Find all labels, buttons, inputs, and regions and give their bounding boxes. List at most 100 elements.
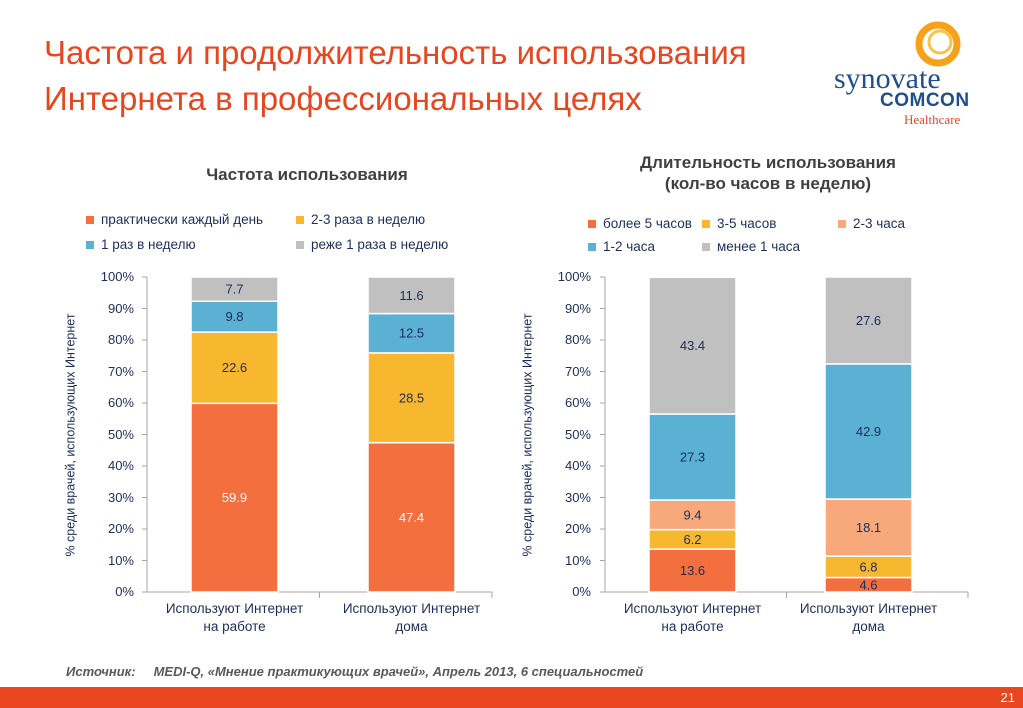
chart1-data-label: 11.6 — [399, 288, 423, 303]
chart1-legend-label: 1 раз в неделю — [101, 237, 196, 252]
chart2-legend-label: более 5 часов — [603, 216, 692, 231]
chart2-data-label: 43.4 — [680, 338, 705, 353]
chart2-legend-label: 2-3 часа — [853, 216, 906, 231]
chart1-data-label: 28.5 — [399, 390, 424, 405]
chart2-legend-swatch — [702, 242, 710, 251]
page-number: 21 — [1000, 690, 1015, 705]
chart2-y-tick: 100% — [557, 269, 591, 284]
chart2-data-label: 18.1 — [856, 520, 881, 535]
chart1-y-tick: 80% — [107, 332, 134, 347]
chart2-data-label: 42.9 — [856, 424, 881, 439]
chart1-legend-swatch — [86, 240, 94, 249]
chart1-bar-segment — [190, 402, 279, 593]
chart1-legend-label: 2-3 раза в неделю — [311, 212, 426, 227]
chart1-y-tick: 30% — [107, 489, 134, 505]
chart2-data-label: 6.8 — [859, 559, 877, 574]
chart2-legend-swatch — [588, 242, 596, 251]
chart2-y-tick: 0% — [572, 584, 591, 599]
chart2-category-label: Используют Интернет дома — [799, 601, 938, 634]
chart2-legend-label: 3-5 часов — [717, 216, 777, 231]
chart2-y-tick: 60% — [564, 395, 591, 410]
chart2-legend-item: 3-5 часов — [702, 216, 776, 231]
chart2-y-tick: 90% — [564, 300, 591, 316]
chart2-data-label: 27.6 — [856, 313, 881, 328]
chart1-legend-item: 1 раз в неделю — [86, 237, 196, 252]
chart1-y-tick: 60% — [107, 395, 134, 410]
chart2-y-tick: 80% — [564, 332, 591, 347]
chart1-y-tick: 40% — [107, 458, 134, 473]
chart2-data-label: 13.6 — [680, 563, 705, 578]
chart2-title: Длительность использования (кол-во часов … — [640, 153, 896, 193]
chart2-legend-swatch — [702, 219, 710, 228]
synovate-comcon-logo: synovate COMCON Healthcare — [828, 18, 978, 128]
chart2-legend-label: менее 1 часа — [717, 239, 801, 254]
chart1-y-tick: 10% — [107, 552, 134, 568]
chart2-y-tick: 50% — [564, 426, 591, 442]
page-title-line-1: Частота и продолжительность использовани… — [44, 34, 747, 71]
chart2-legend-item: более 5 часов — [588, 216, 692, 231]
chart1-category-label: Используют Интернет на работе — [165, 601, 304, 634]
chart1-bar-segment — [367, 441, 456, 593]
chart2-y-axis-label: % среди врачей, использующих Интернет — [520, 312, 535, 557]
chart1-y-axis-label: % среди врачей, использующих Интернет — [63, 312, 78, 557]
chart2-legend-label: 1-2 часа — [603, 239, 656, 254]
chart2-bar-segment — [824, 276, 913, 365]
chart1-legend-item: 2-3 раза в неделю — [296, 212, 425, 227]
chart1-y-tick: 70% — [107, 363, 134, 379]
chart2-y-tick: 20% — [564, 521, 591, 536]
chart2-data-label: 27.3 — [680, 450, 705, 465]
chart2-data-label: 4.6 — [859, 577, 877, 592]
chart1-y-tick: 20% — [107, 521, 134, 536]
chart2-data-label: 6.2 — [683, 532, 701, 547]
chart1-bar-segment — [190, 276, 279, 303]
chart1-legend-swatch — [296, 240, 304, 249]
chart2-bar-segment — [648, 276, 737, 415]
source-text: MEDI-Q, «Мнение практикующих врачей», Ап… — [153, 664, 644, 679]
chart1-bar-segment — [367, 352, 456, 444]
chart1-title: Частота использования — [206, 165, 408, 184]
chart2-y-tick: 40% — [564, 458, 591, 473]
chart1-bar-segment — [367, 312, 456, 354]
chart1-category-label: Используют Интернет дома — [342, 601, 481, 634]
chart2-legend-item: менее 1 часа — [702, 239, 800, 254]
chart2-category-label: Используют Интернет на работе — [623, 601, 762, 634]
chart1-legend-item: практически каждый день — [86, 212, 263, 227]
chart1-y-tick: 90% — [107, 300, 134, 316]
source-note: Источник: MEDI-Q, «Мнение практикующих вр… — [66, 664, 661, 679]
chart1-data-label: 9.8 — [225, 309, 243, 324]
source-label: Источник: — [66, 664, 136, 679]
chart2-legend-swatch — [838, 219, 846, 228]
footer-bar: 21 — [0, 687, 1023, 708]
chart2-legend-swatch — [588, 219, 596, 228]
chart1-y-tick: 100% — [100, 269, 134, 284]
chart1-legend-label: реже 1 раза в неделю — [311, 237, 449, 252]
chart2-legend-item: 2-3 часа — [838, 216, 905, 231]
chart2-data-label: 9.4 — [683, 507, 701, 522]
chart1-legend-swatch — [296, 215, 304, 224]
chart2-bar-segment — [824, 498, 913, 557]
page-title-line-2: Интернета в профессиональных целях — [44, 80, 642, 117]
chart2-legend-item: 1-2 часа — [588, 239, 655, 254]
chart1-data-label: 7.7 — [225, 282, 243, 297]
chart1-data-label: 22.6 — [222, 360, 247, 375]
chart2-bar-segment — [648, 548, 737, 593]
chart1-data-label: 47.4 — [399, 510, 424, 525]
chart1-y-tick: 50% — [107, 426, 134, 442]
chart1-legend-item: реже 1 раза в неделю — [296, 237, 448, 252]
chart1-y-tick: 0% — [115, 584, 134, 599]
logo-sub: COMCON — [880, 90, 970, 111]
chart1-data-label: 12.5 — [399, 326, 424, 341]
chart1-bar-segment — [367, 276, 456, 315]
chart2-y-tick: 30% — [564, 489, 591, 505]
logo-division: Healthcare — [904, 112, 961, 127]
chart2-y-tick: 70% — [564, 363, 591, 379]
chart2-bar-segment — [648, 499, 737, 531]
chart2-y-tick: 10% — [564, 552, 591, 568]
page-title: Частота и продолжительность использовани… — [44, 30, 834, 122]
logo-ring-icon — [915, 21, 961, 67]
chart1-data-label: 59.9 — [222, 490, 247, 505]
chart1-legend-label: практически каждый день — [101, 212, 264, 227]
logo-name: synovate — [834, 62, 941, 95]
chart1-legend-swatch — [86, 215, 94, 224]
